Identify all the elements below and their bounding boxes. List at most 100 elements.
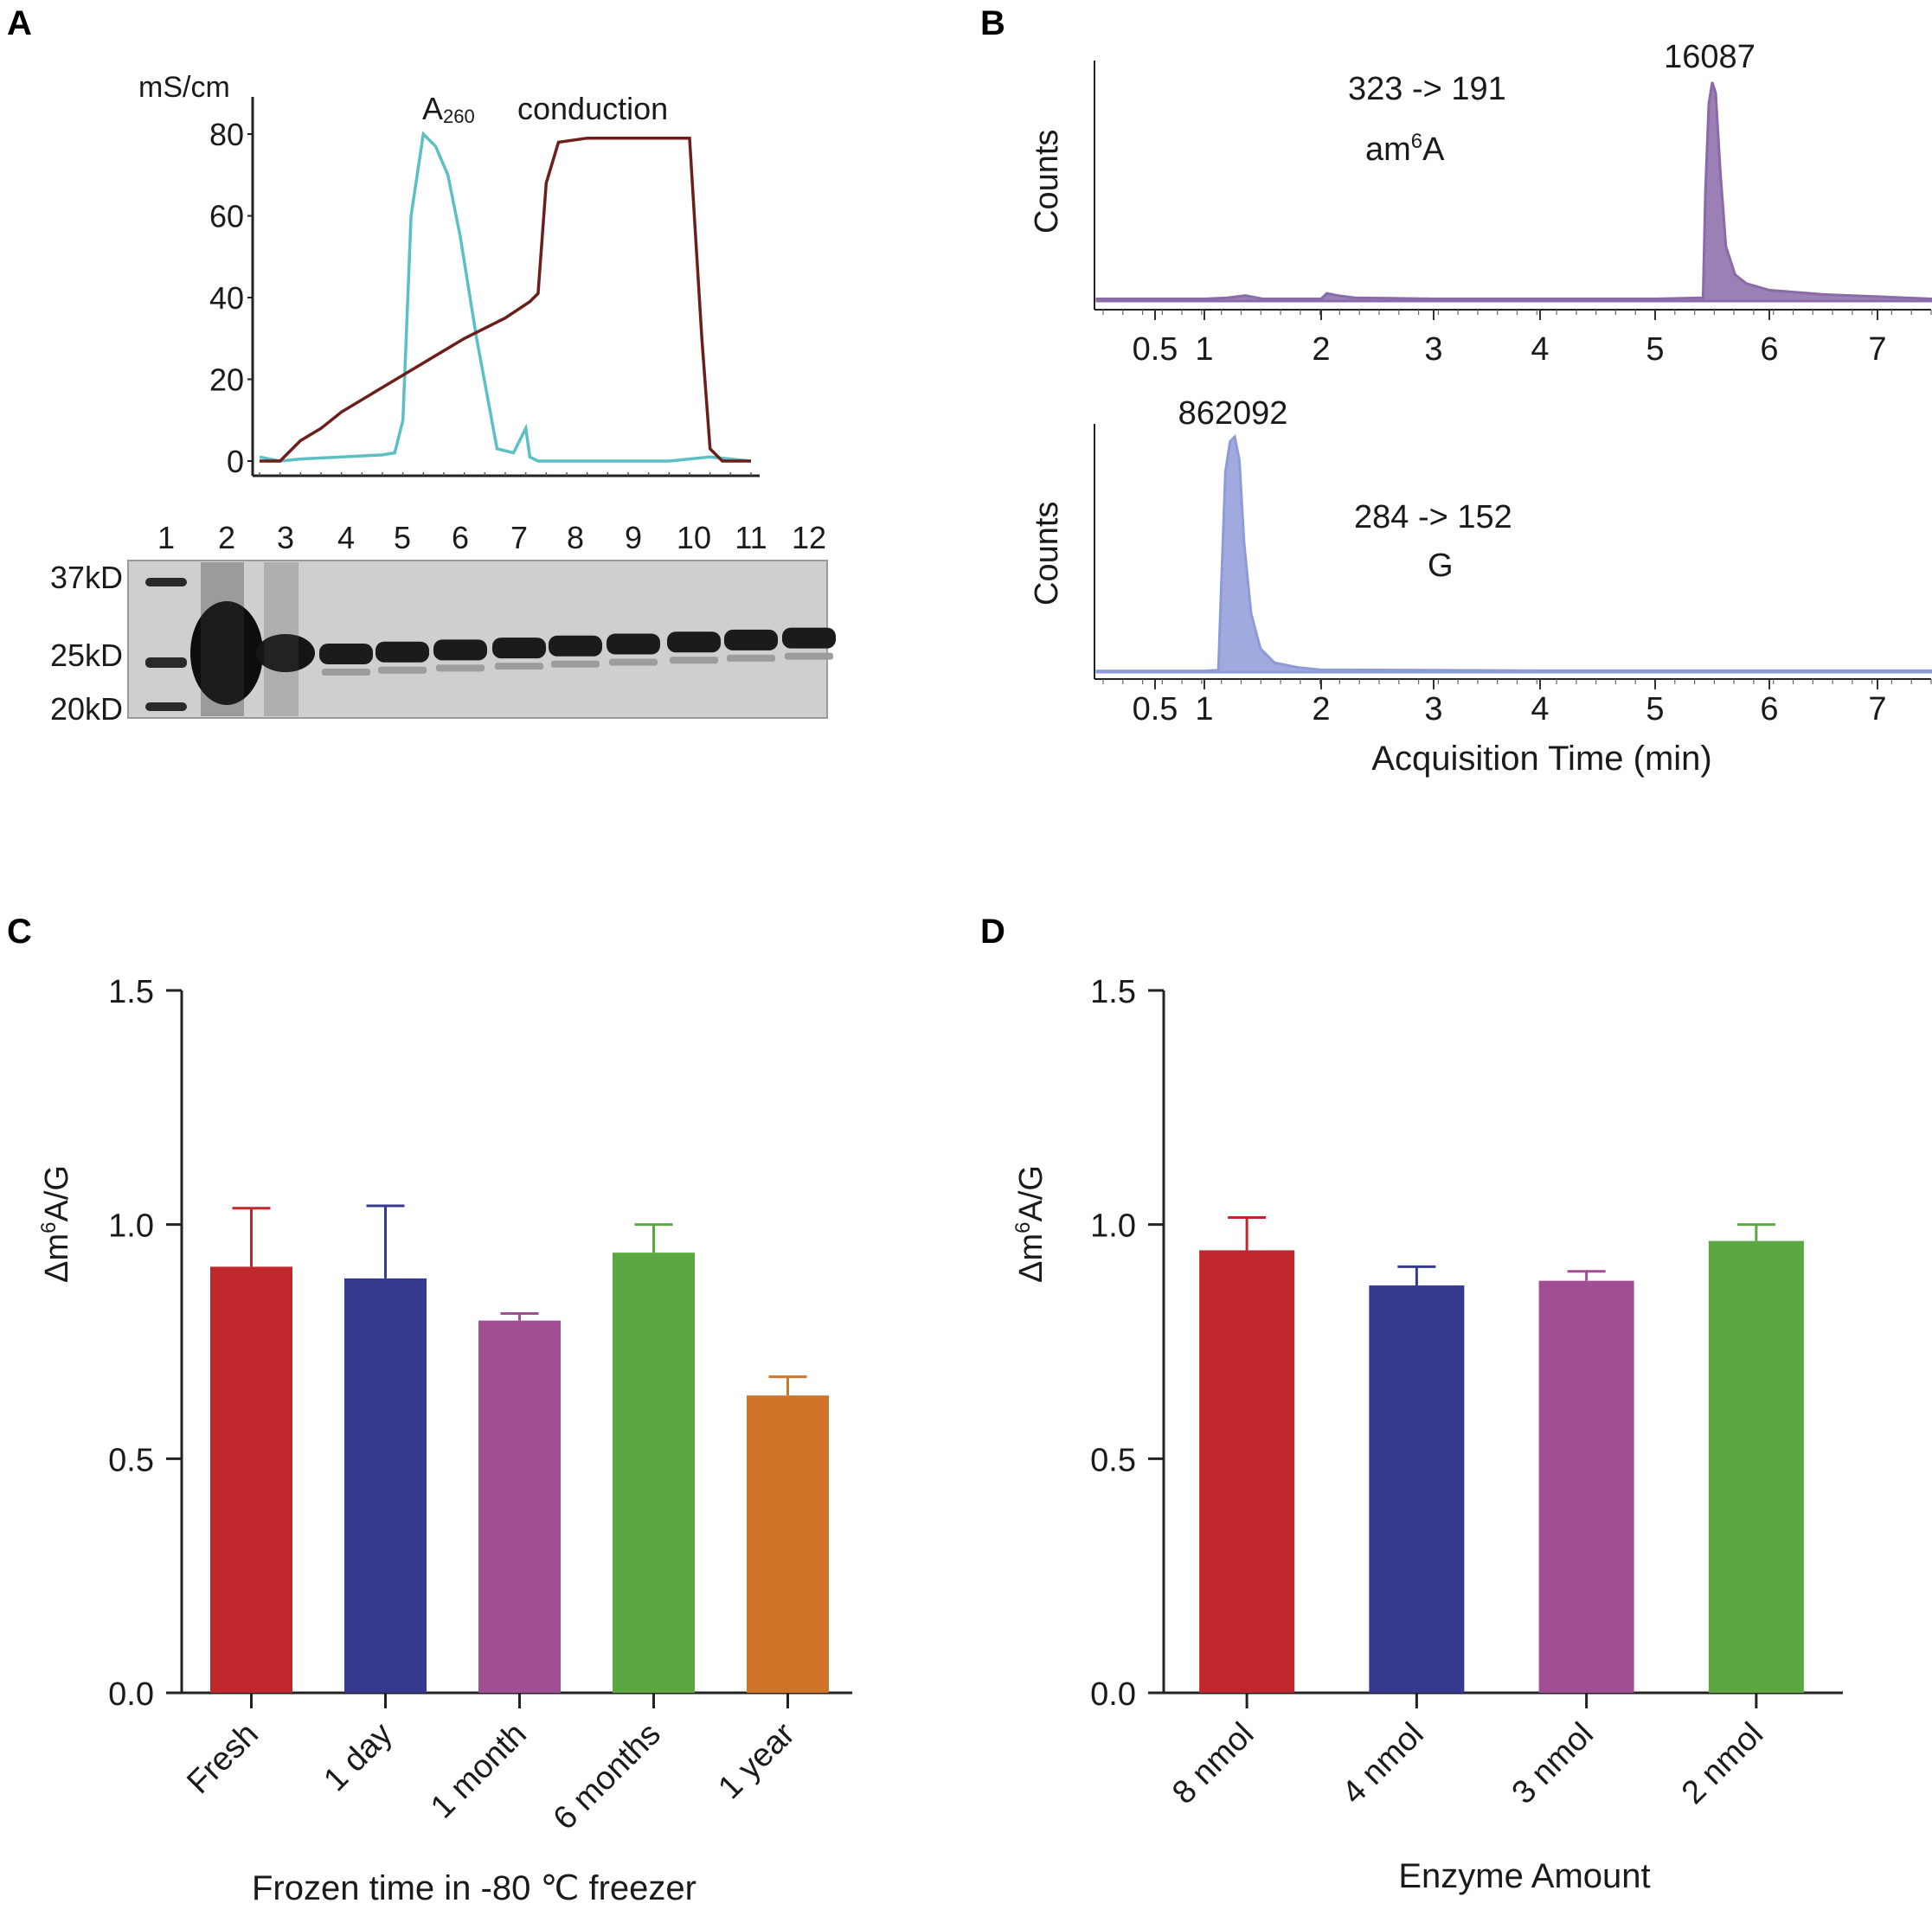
panel-c-x-tick-1-month: 1 month: [424, 1716, 534, 1826]
gel-lane-label-3: 3: [277, 520, 294, 555]
gel-band: [492, 638, 546, 659]
gel-lane-label-1: 1: [157, 520, 175, 555]
panel-d-bar-2-nmol: [1708, 1240, 1804, 1693]
panel-c-x-tick-6-months: 6 months: [547, 1716, 668, 1837]
panel-b-top-tick-label-3: 3: [1424, 331, 1442, 368]
gel-lane-label-5: 5: [394, 520, 411, 555]
panel-d-bar-8-nmol: [1199, 1250, 1295, 1693]
panel-a-y-tick-20: 20: [209, 362, 244, 398]
gel-faint-band: [785, 652, 833, 660]
panel-a-y-tick-40: 40: [209, 280, 244, 316]
panel-c-bar-chart: Δm6A/G 1.5 1.0 0.5 0.0 Fresh 1 day 1 month 6 m…: [37, 974, 852, 1907]
gel-faint-band: [609, 658, 658, 666]
conduction-trace: [260, 136, 751, 463]
panel-a-y-tick-60: 60: [209, 199, 244, 234]
panel-a-y-ticks: 80 60 40 20 0: [209, 117, 253, 479]
panel-a-y-unit: mS/cm: [138, 71, 230, 104]
panel-c-x-tick-1-year: 1 year: [711, 1715, 802, 1806]
panel-b-top-tick-label-1: 1: [1195, 331, 1213, 368]
panel-c-x-label: Frozen time in -80 ℃ freezer: [252, 1869, 696, 1907]
panel-a-x-tick-marks: [259, 472, 752, 476]
gel-lane-label-2: 2: [218, 520, 235, 555]
gel-lane-smear: [264, 562, 298, 716]
gel-band: [607, 633, 660, 655]
panel-c-y-label: Δm6A/G: [37, 1165, 75, 1283]
g-compound-label: G: [1428, 548, 1454, 584]
panel-a-y-tick-0: 0: [227, 444, 244, 479]
panel-d-bar-4-nmol: [1369, 1285, 1465, 1693]
gel-faint-band: [436, 664, 485, 672]
panel-b-bottom-tick-label-5: 5: [1646, 691, 1664, 727]
am6a-peak-trace: [1095, 81, 1932, 303]
panel-b-bottom-y-label: Counts: [1029, 502, 1065, 606]
gel-marker-band: [145, 657, 187, 668]
panel-c-bar-1-year: [747, 1395, 829, 1693]
gel-bands: [145, 562, 836, 716]
panel-a-chromatogram: mS/cm 80 60 40 20 0 A260 conduction: [138, 71, 760, 479]
gel-band: [256, 634, 315, 672]
panel-b-top-tick-label-0.5: 0.5: [1133, 331, 1178, 368]
panel-d-bars: 8 nmol 4 nmol 3 nmol 2 nmol: [1165, 1216, 1804, 1811]
gel-lane-label-6: 6: [452, 520, 469, 555]
gel-lane-label-12: 12: [792, 520, 826, 555]
panel-b-top-tick-label-5: 5: [1646, 331, 1664, 368]
gel-lane-label-8: 8: [567, 520, 584, 555]
panel-b-x-label: Acquisition Time (min): [1371, 740, 1711, 778]
panel-b-bottom-tick-label-7: 7: [1868, 691, 1886, 727]
panel-d-bar-3-nmol: [1538, 1280, 1634, 1693]
gel-band: [782, 627, 836, 649]
panel-c-bar-1-day: [344, 1278, 427, 1693]
gel-lane-labels: 1 2 3 4 5 6 7 8 9 10 11 12: [157, 520, 826, 555]
panel-b-bottom-tick-label-0.5: 0.5: [1133, 691, 1178, 727]
panel-d-x-tick-4-nmol: 4 nmol: [1335, 1716, 1430, 1811]
panel-d-y-tick-1.0: 1.0: [1090, 1208, 1136, 1245]
panel-b-bottom-tick-label-2: 2: [1312, 691, 1330, 727]
gel-faint-band: [551, 660, 600, 668]
gel-marker-37kD: 37kD: [50, 560, 123, 595]
panel-d-y-label: Δm6A/G: [1011, 1165, 1049, 1283]
panel-c-x-tick-Fresh: Fresh: [180, 1716, 265, 1801]
panel-d-y-tick-0.0: 0.0: [1090, 1676, 1136, 1713]
panel-c-y-tick-0.5: 0.5: [108, 1442, 154, 1478]
panel-d-y-tick-0.5: 0.5: [1090, 1442, 1136, 1478]
panel-d-y-tick-1.5: 1.5: [1090, 974, 1136, 1010]
gel-lane-smear: [201, 562, 244, 716]
gel-marker-20kD: 20kD: [50, 691, 123, 727]
panel-b-bottom-tick-label-3: 3: [1424, 691, 1442, 727]
gel-lane-label-7: 7: [510, 520, 528, 555]
panel-b-bottom-tick-label-6: 6: [1760, 691, 1778, 727]
gel-band: [724, 629, 778, 650]
g-transition-label: 284 -> 152: [1354, 499, 1512, 535]
panel-d-x-tick-3-nmol: 3 nmol: [1505, 1716, 1601, 1811]
gel-band: [190, 601, 263, 705]
gel-marker-band: [145, 702, 187, 711]
g-peak-value: 862092: [1178, 395, 1288, 432]
a260-trace: [259, 131, 752, 463]
panel-c-x-tick-1-day: 1 day: [317, 1716, 399, 1798]
gel-lane-label-4: 4: [337, 520, 355, 555]
panel-a-label: A: [7, 4, 32, 42]
panel-b-top-tick-label-7: 7: [1868, 331, 1886, 368]
am6a-transition-label: 323 -> 191: [1348, 71, 1506, 107]
gel-lane-label-9: 9: [625, 520, 642, 555]
am6a-peak-value: 16087: [1664, 39, 1755, 75]
panel-b-bottom-x-ticks: 0.5 1 2 3 4 5 6 7: [1102, 679, 1932, 727]
panel-b-bottom-tick-label-4: 4: [1531, 691, 1549, 727]
gel-faint-band: [495, 663, 543, 670]
gel-faint-band: [322, 669, 370, 676]
gel-band: [319, 644, 373, 664]
gel-marker-25kD: 25kD: [50, 638, 123, 673]
gel-band: [549, 635, 602, 657]
a260-legend-label: A260: [422, 91, 475, 127]
panel-b-g-chromatogram: Counts 0.5 1 2 3 4 5 6 7 284 -> 152 G 862092 Ac…: [1029, 395, 1932, 778]
gel-marker-band: [145, 578, 187, 586]
panel-d-bar-chart: Δm6A/G 1.5 1.0 0.5 0.0 8 nmol 4 nmol 3 nmol 2 …: [1011, 974, 1843, 1895]
gel-lane-label-10: 10: [677, 520, 711, 555]
panel-c-bar-6-months: [613, 1253, 695, 1693]
panel-b-top-tick-label-2: 2: [1312, 331, 1330, 368]
panel-b-top-y-label: Counts: [1029, 130, 1065, 234]
gel-marker-labels: 37kD 25kD 20kD: [50, 560, 123, 727]
gel-faint-band: [670, 657, 718, 664]
gel-band: [375, 641, 429, 663]
